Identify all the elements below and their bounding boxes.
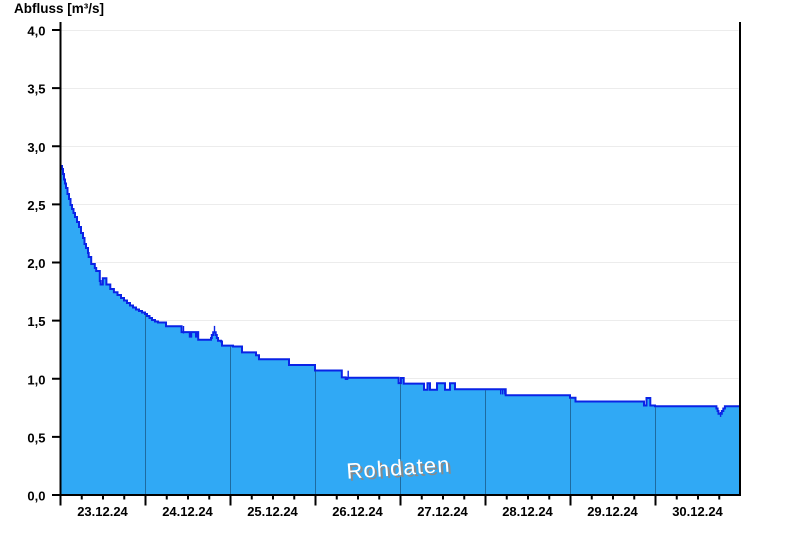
- svg-text:2,0: 2,0: [27, 256, 45, 271]
- svg-text:28.12.24: 28.12.24: [502, 504, 553, 519]
- svg-text:23.12.24: 23.12.24: [77, 504, 128, 519]
- svg-text:3,5: 3,5: [27, 82, 45, 97]
- svg-text:0,0: 0,0: [27, 489, 45, 504]
- svg-text:2,5: 2,5: [27, 198, 45, 213]
- svg-text:1,5: 1,5: [27, 314, 45, 329]
- svg-text:25.12.24: 25.12.24: [247, 504, 298, 519]
- svg-text:26.12.24: 26.12.24: [332, 504, 383, 519]
- svg-text:3,0: 3,0: [27, 140, 45, 155]
- svg-text:1,0: 1,0: [27, 372, 45, 387]
- svg-text:27.12.24: 27.12.24: [417, 504, 468, 519]
- svg-text:0,5: 0,5: [27, 430, 45, 445]
- svg-text:Abfluss [m³/s]: Abfluss [m³/s]: [14, 1, 104, 16]
- svg-text:4,0: 4,0: [27, 24, 45, 39]
- svg-text:30.12.24: 30.12.24: [672, 504, 723, 519]
- svg-text:24.12.24: 24.12.24: [162, 504, 213, 519]
- svg-text:29.12.24: 29.12.24: [587, 504, 638, 519]
